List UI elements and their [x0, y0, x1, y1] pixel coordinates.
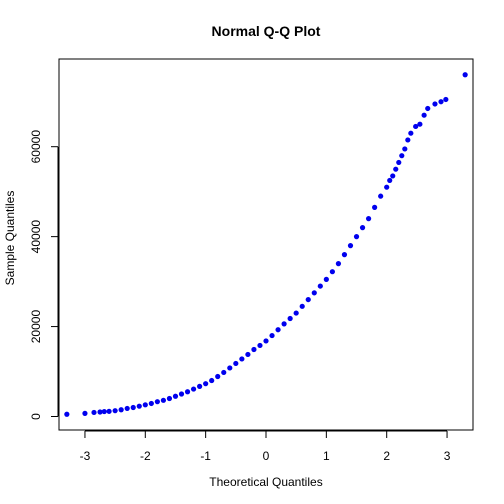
- data-point: [142, 402, 148, 408]
- x-tick-label: 2: [383, 449, 390, 463]
- data-point: [408, 130, 414, 136]
- x-axis: -3 -2 -1 0 1 2 3: [80, 430, 451, 463]
- y-tick-label: 40000: [29, 220, 43, 254]
- data-point: [184, 389, 191, 395]
- data-point: [91, 409, 97, 416]
- data-point: [82, 410, 88, 416]
- data-point: [384, 184, 390, 190]
- data-point: [275, 327, 281, 333]
- x-tick-label: -3: [80, 449, 91, 463]
- data-point: [287, 315, 293, 322]
- data-point: [399, 153, 405, 159]
- data-point: [154, 399, 160, 405]
- plot-frame: [58, 58, 474, 431]
- y-tick-label: 0: [29, 413, 43, 420]
- data-point: [124, 405, 130, 412]
- data-point: [239, 356, 245, 362]
- data-point: [432, 101, 438, 107]
- data-point: [64, 411, 70, 417]
- data-point: [221, 369, 227, 376]
- data-point: [245, 351, 251, 358]
- x-tick-label: 1: [323, 449, 330, 463]
- data-point: [160, 397, 167, 403]
- data-point: [443, 96, 449, 103]
- data-point: [227, 365, 233, 371]
- data-point: [405, 137, 411, 143]
- x-tick-label: 0: [263, 449, 270, 463]
- y-tick-label: 20000: [29, 310, 43, 344]
- chart-title: Normal Q-Q Plot: [212, 23, 321, 39]
- data-point: [413, 123, 419, 130]
- data-point: [353, 234, 360, 240]
- data-point: [421, 112, 427, 118]
- data-point: [417, 121, 423, 127]
- data-point: [347, 243, 354, 249]
- data-points: [64, 72, 468, 417]
- y-axis: 0 20000 40000 60000: [29, 130, 59, 420]
- data-point: [263, 338, 269, 344]
- data-point: [393, 166, 399, 172]
- data-point: [203, 381, 209, 387]
- data-point: [329, 269, 335, 275]
- data-point: [341, 252, 348, 258]
- data-point: [233, 360, 239, 367]
- data-point: [359, 225, 366, 231]
- data-point: [130, 404, 136, 411]
- data-point: [148, 400, 154, 407]
- data-point: [178, 391, 185, 397]
- data-point: [299, 303, 305, 309]
- data-point: [323, 276, 329, 282]
- data-point: [112, 408, 118, 414]
- data-point: [335, 261, 342, 267]
- data-point: [136, 403, 142, 409]
- x-tick-label: 3: [444, 449, 451, 463]
- data-point: [305, 296, 311, 303]
- x-tick-label: -2: [140, 449, 151, 463]
- data-point: [438, 99, 444, 105]
- data-point: [317, 283, 323, 289]
- data-point: [190, 386, 197, 392]
- x-axis-label: Theoretical Quantiles: [209, 475, 322, 489]
- data-point: [172, 393, 179, 399]
- y-tick-label: 60000: [29, 130, 43, 164]
- y-axis-label: Sample Quantiles: [3, 191, 17, 286]
- data-point: [197, 383, 203, 389]
- data-point: [372, 204, 378, 210]
- data-point: [281, 321, 287, 327]
- data-point: [293, 310, 299, 316]
- data-point: [269, 332, 275, 339]
- x-tick-label: -1: [200, 449, 211, 463]
- data-point: [118, 407, 124, 413]
- data-point: [251, 346, 257, 353]
- data-point: [425, 105, 431, 112]
- data-point: [97, 409, 103, 415]
- data-point: [365, 216, 372, 222]
- data-point: [311, 290, 317, 296]
- data-point: [257, 342, 263, 349]
- data-point: [390, 173, 396, 179]
- data-point: [402, 146, 408, 152]
- data-point: [106, 408, 112, 414]
- data-point: [209, 377, 215, 384]
- data-point: [387, 177, 393, 184]
- data-point: [215, 373, 221, 380]
- data-point: [166, 395, 173, 402]
- data-point: [462, 72, 468, 78]
- data-point: [396, 159, 402, 166]
- data-point: [378, 193, 384, 199]
- data-point: [101, 408, 107, 415]
